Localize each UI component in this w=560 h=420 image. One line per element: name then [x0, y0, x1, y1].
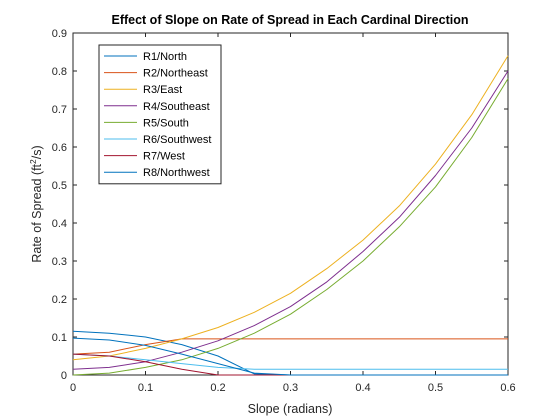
y-tick-label: 0.9: [52, 28, 67, 40]
legend-entry-7: R7/West: [143, 151, 185, 163]
legend-entry-2: R2/Northeast: [143, 68, 208, 80]
x-tick-label: 0.1: [138, 382, 153, 394]
legend-entry-4: R4/Southeast: [143, 101, 210, 113]
x-tick-label: 0.6: [500, 382, 515, 394]
chart-title: Effect of Slope on Rate of Spread in Eac…: [111, 13, 468, 27]
y-tick-label: 0.8: [52, 66, 67, 78]
y-axis-label-tail: /s): [30, 145, 44, 159]
x-axis-label: Slope (radians): [248, 402, 333, 416]
plot-area: 0 0.1 0.2 0.3 0.4 0.5 0.6 0 0.1 0.2 0.3 0.4 0.5 0.6 0.…: [52, 28, 516, 394]
y-axis-label-main: Rate of Spread (ft: [30, 163, 44, 262]
x-tick-label: 0.4: [355, 382, 370, 394]
legend-box: [99, 45, 221, 184]
x-tick-label: 0.5: [428, 382, 443, 394]
legend: R1/North R2/Northeast R3/East R4/Southeast R…: [99, 45, 221, 184]
x-tick-label: 0: [70, 382, 76, 394]
y-tick-label: 0.7: [52, 104, 67, 116]
legend-entry-1: R1/North: [143, 51, 187, 63]
y-tick-label: 0.1: [52, 332, 67, 344]
legend-entry-8: R8/Northwest: [143, 167, 210, 179]
y-tick-label: 0.6: [52, 142, 67, 154]
legend-entry-3: R3/East: [143, 84, 182, 96]
x-tick-label: 0.3: [283, 382, 298, 394]
legend-entry-5: R5/South: [143, 117, 189, 129]
y-tick-label: 0.5: [52, 180, 67, 192]
legend-entry-6: R6/Southwest: [143, 134, 211, 146]
y-tick-label: 0.4: [52, 218, 67, 230]
y-tick-label: 0.2: [52, 294, 67, 306]
x-tick-label: 0.2: [210, 382, 225, 394]
y-tick-label: 0.3: [52, 256, 67, 268]
y-tick-label: 0: [61, 370, 67, 382]
